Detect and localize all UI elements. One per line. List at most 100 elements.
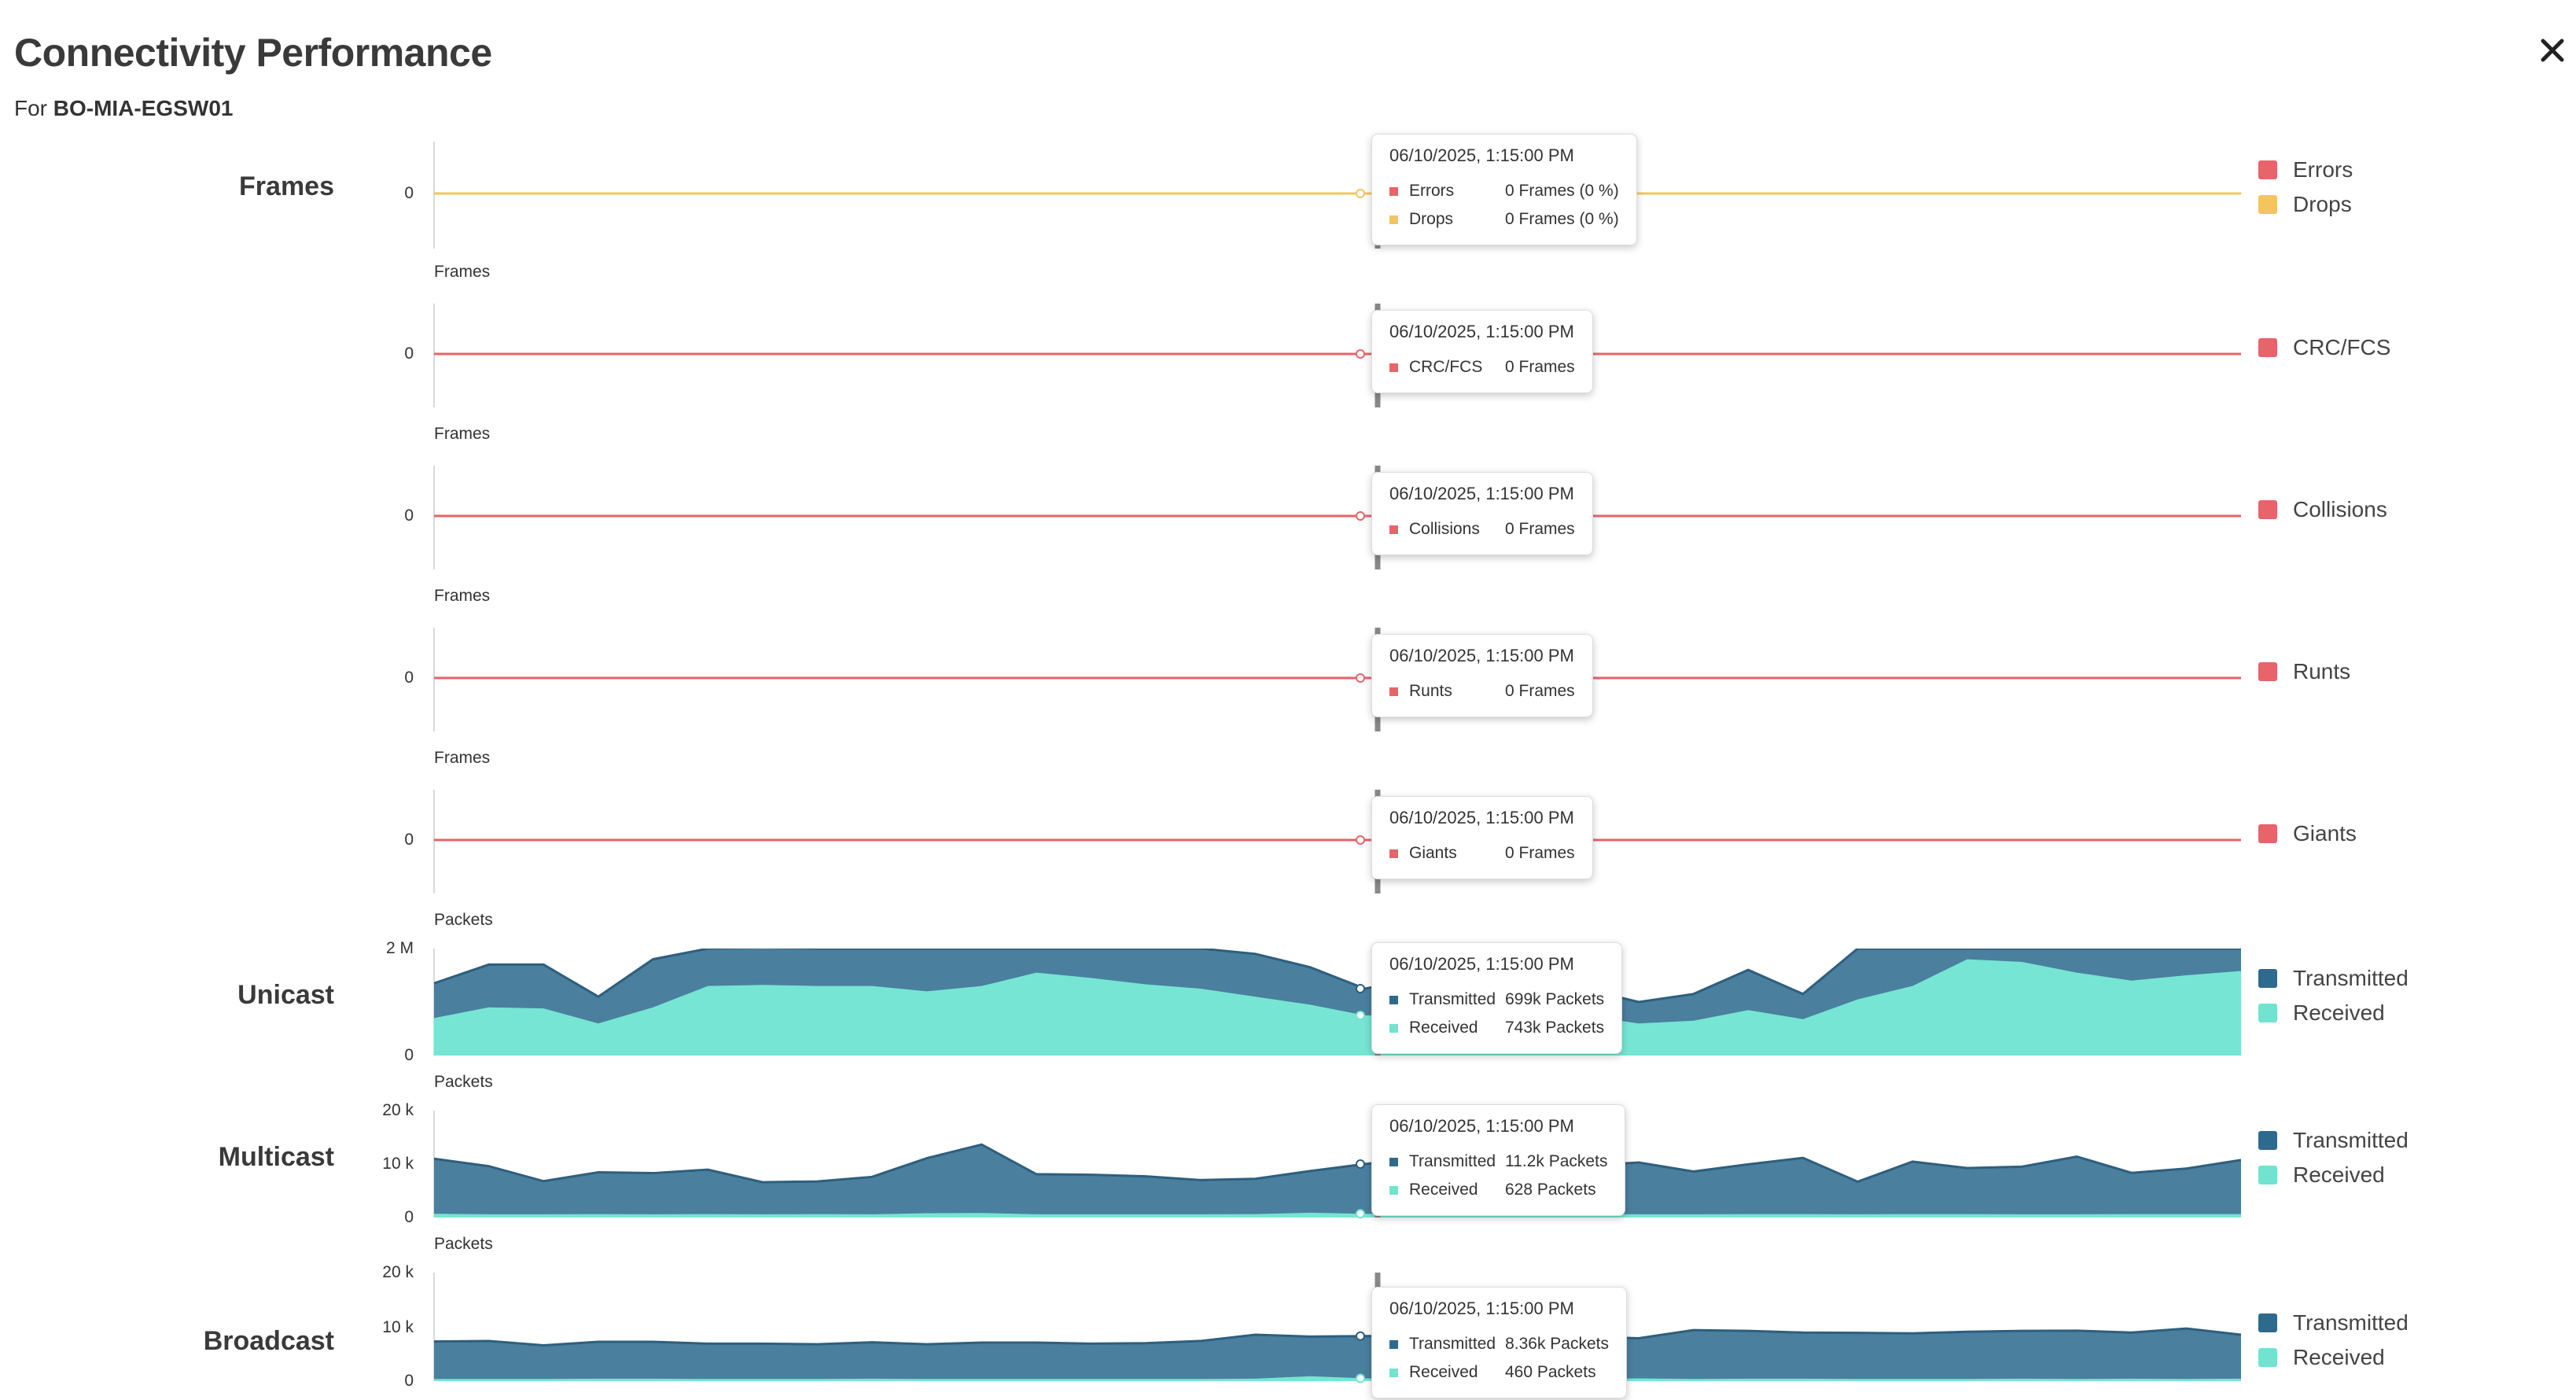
legend-swatch [2258, 1313, 2277, 1332]
hover-point-received [1356, 1011, 1365, 1020]
section-label-multicast: Multicast [218, 1142, 334, 1172]
tooltip-series-value: 0 Frames [1505, 520, 1575, 538]
chart-unicast [433, 949, 2241, 1056]
tooltip-row: Transmitted 699k Packets [1389, 986, 1604, 1014]
legend-label: CRC/FCS [2293, 335, 2391, 359]
legend-swatch [2258, 160, 2277, 179]
tooltip-row: Collisions 0 Frames [1389, 515, 1575, 543]
legend-item-errors[interactable]: Errors [2258, 153, 2353, 187]
legend-swatch [2258, 969, 2277, 988]
tooltip-frames: 06/10/2025, 1:15:00 PM Errors 0 Frames (0 … [1371, 134, 1637, 245]
area-transmitted [434, 1144, 2241, 1218]
legend-item-transmitted[interactable]: Transmitted [2258, 1123, 2409, 1158]
y-tick-label: 0 [404, 831, 414, 849]
legend-item-giants[interactable]: Giants [2258, 816, 2357, 851]
legend-broadcast: Transmitted Received [2258, 1306, 2409, 1375]
y-tick-label: 0 [404, 344, 414, 363]
area-received [434, 959, 2241, 1056]
tooltip-series-value: 0 Frames [1505, 844, 1575, 862]
chart-giants [433, 790, 2241, 893]
page-title: Connectivity Performance [14, 31, 492, 75]
unit-label-unicast: Packets [434, 911, 493, 929]
hover-point [1356, 835, 1365, 845]
legend-label: Received [2293, 1000, 2385, 1025]
y-tick-label: 2 M [385, 939, 414, 957]
legend-runts: Runts [2258, 654, 2350, 689]
tooltip-multicast: 06/10/2025, 1:15:00 PM Transmitted 11.2k P… [1371, 1104, 1626, 1216]
legend-label: Drops [2293, 192, 2352, 216]
tooltip-series-value: 11.2k Packets [1505, 1152, 1608, 1170]
legend-item-transmitted[interactable]: Transmitted [2258, 961, 2409, 996]
tooltip-date: 06/10/2025, 1:15:00 PM [1389, 646, 1574, 665]
legend-item-received[interactable]: Received [2258, 1340, 2409, 1375]
tooltip-unicast: 06/10/2025, 1:15:00 PM Transmitted 699k Pa… [1371, 942, 1623, 1054]
page-subtitle: For BO-MIA-EGSW01 [14, 96, 233, 121]
tooltip-series-name: Collisions [1409, 520, 1480, 538]
tooltip-swatch [1389, 186, 1398, 196]
legend-item-runts[interactable]: Runts [2258, 654, 2350, 689]
tooltip-series-value: 0 Frames (0 %) [1505, 182, 1619, 200]
close-icon [2541, 39, 2564, 62]
legend-label: Collisions [2293, 497, 2387, 521]
legend-label: Runts [2293, 659, 2351, 683]
tooltip-series-name: Drops [1409, 210, 1454, 228]
tooltip-swatch [1389, 525, 1398, 534]
tooltip-row: Transmitted 11.2k Packets [1389, 1148, 1607, 1176]
tooltip-row: Received 743k Packets [1389, 1014, 1604, 1042]
tooltip-series-value: 460 Packets [1505, 1363, 1596, 1381]
unit-label-giants: Frames [434, 749, 491, 767]
hover-point [1356, 511, 1365, 521]
tooltip-row: Received 628 Packets [1389, 1176, 1607, 1204]
legend-item-drops[interactable]: Drops [2258, 187, 2353, 222]
device-name: BO-MIA-EGSW01 [53, 96, 234, 120]
tooltip-series-value: 0 Frames [1505, 682, 1575, 700]
legend-label: Transmitted [2293, 1310, 2409, 1335]
tooltip-row: Drops 0 Frames (0 %) [1389, 205, 1619, 234]
chart-crc [433, 304, 2241, 407]
area-received [434, 1212, 2241, 1218]
legend-collisions: Collisions [2258, 492, 2387, 527]
legend-item-received[interactable]: Received [2258, 996, 2409, 1030]
tooltip-swatch [1389, 849, 1398, 858]
hover-point-received [1356, 1373, 1365, 1383]
legend-swatch [2258, 1166, 2277, 1184]
close-button[interactable] [2534, 31, 2571, 69]
unit-label-crc: Frames [434, 263, 491, 281]
tooltip-date: 06/10/2025, 1:15:00 PM [1389, 1299, 1574, 1318]
legend-swatch [2258, 1131, 2277, 1150]
y-tick-label: 20 k [382, 1101, 414, 1119]
tooltip-row: Transmitted 8.36k Packets [1389, 1330, 1609, 1358]
tooltip-series-name: Transmitted [1409, 1335, 1496, 1353]
legend-item-received[interactable]: Received [2258, 1158, 2409, 1192]
unit-label-runts: Frames [434, 587, 491, 605]
unit-label-multicast: Packets [434, 1073, 493, 1091]
legend-swatch [2258, 1348, 2277, 1367]
tooltip-series-name: Transmitted [1409, 1152, 1496, 1170]
legend-item-transmitted[interactable]: Transmitted [2258, 1306, 2409, 1340]
tooltip-series-name: Received [1409, 1181, 1478, 1199]
tooltip-series-value: 628 Packets [1505, 1181, 1596, 1199]
section-label-frames: Frames [239, 171, 334, 201]
hover-point-transmitted [1356, 1159, 1365, 1169]
tooltip-series-value: 699k Packets [1505, 990, 1605, 1008]
tooltip-swatch [1389, 1157, 1398, 1166]
section-label-broadcast: Broadcast [203, 1326, 334, 1356]
tooltip-series-value: 0 Frames [1505, 358, 1575, 376]
legend-item-crcfcs[interactable]: CRC/FCS [2258, 330, 2390, 365]
tooltip-swatch [1389, 1023, 1398, 1033]
tooltip-swatch [1389, 995, 1398, 1004]
hover-point [1356, 189, 1365, 198]
hover-point-transmitted [1356, 984, 1365, 993]
tooltip-series-name: Received [1409, 1363, 1478, 1381]
area-transmitted [434, 1328, 2241, 1381]
legend-crc: CRC/FCS [2258, 330, 2390, 365]
legend-item-collisions[interactable]: Collisions [2258, 492, 2387, 527]
area-received [434, 1376, 2241, 1381]
unit-label-collisions: Frames [434, 425, 491, 443]
subtitle-prefix: For [14, 96, 47, 120]
y-tick-label: 0 [404, 507, 414, 525]
chart-frames [433, 142, 2241, 249]
hover-point-received [1356, 1209, 1365, 1219]
tooltip-swatch [1389, 363, 1398, 372]
chart-collisions [433, 466, 2241, 569]
